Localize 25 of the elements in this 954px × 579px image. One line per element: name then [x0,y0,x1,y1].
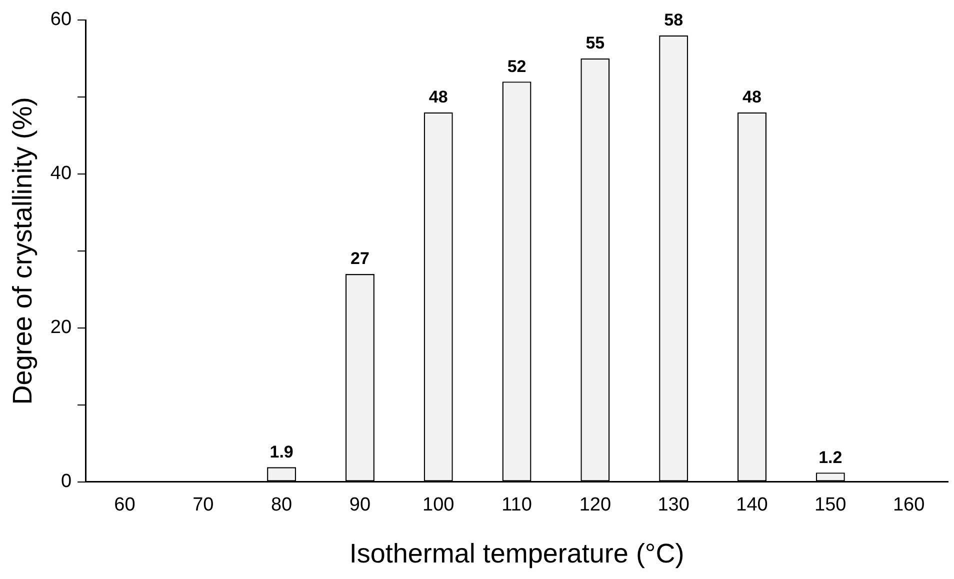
y-tick-label: 20 [50,317,72,338]
x-axis-title: Isothermal temperature (°C) [349,538,684,568]
x-tick-label: 120 [579,494,612,516]
y-tick-label: 60 [50,9,72,30]
x-tick-label: 60 [114,494,136,516]
y-tick-label: 0 [60,471,72,492]
data-label: 58 [664,10,684,30]
y-tick-label: 40 [50,163,72,184]
x-tick-label: 70 [192,494,214,516]
x-tick-label: 140 [736,494,768,516]
x-tick-label: 80 [270,494,292,516]
x-tick-label: 100 [422,494,454,516]
data-label: 48 [742,88,762,107]
x-tick-label: 110 [502,494,532,516]
x-tick-label: 150 [814,494,846,516]
x-tick-label: 130 [658,494,690,516]
x-tick-label: 90 [349,494,371,516]
x-tick-label: 160 [892,494,925,516]
y-axis-title: Degree of crystallinity (%) [8,97,38,405]
data-label: 27 [350,249,370,268]
data-label: 55 [586,34,605,53]
data-label: 52 [507,56,526,76]
data-label: 1.2 [818,448,842,467]
data-label: 48 [428,88,448,107]
data-label: 1.9 [270,442,294,462]
